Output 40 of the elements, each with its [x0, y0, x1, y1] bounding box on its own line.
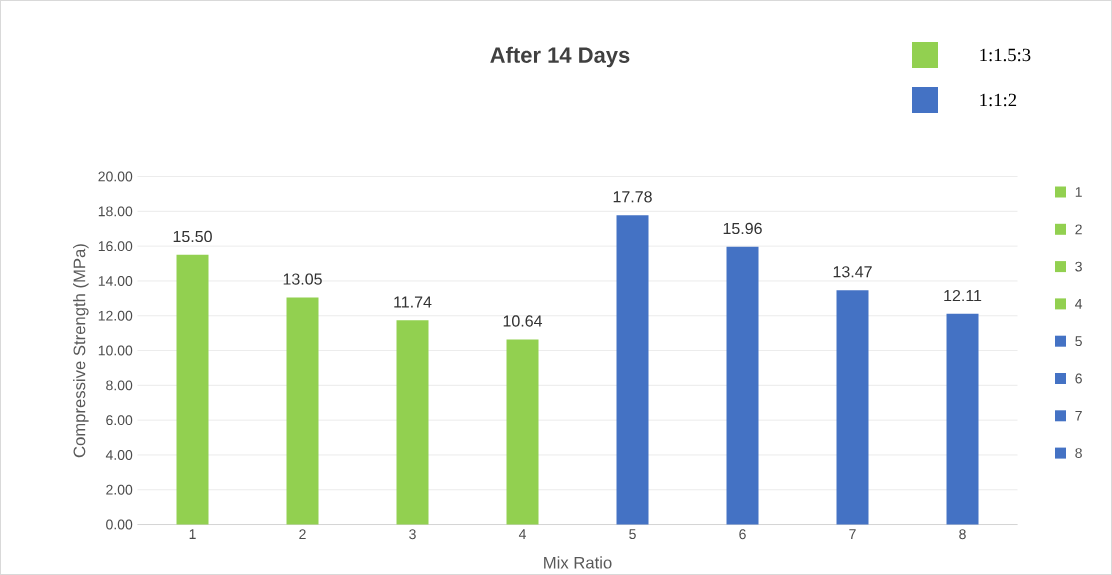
y-tick-label: 20.00	[98, 171, 133, 182]
x-tick-label: 6	[739, 529, 746, 540]
category-label: 5	[1075, 336, 1082, 347]
x-tick-label: 8	[959, 529, 966, 540]
x-tick-label: 1	[189, 529, 196, 539]
y-tick-label: 0.00	[106, 519, 133, 530]
y-tick-label: 10.00	[98, 345, 133, 356]
x-tick-label: 5	[629, 529, 636, 540]
category-label: 6	[1075, 373, 1082, 384]
chart-title: After 14 Days	[490, 46, 630, 68]
y-tick-label: 8.00	[106, 380, 133, 391]
x-tick-label: 3	[409, 529, 416, 540]
data-label: 10.64	[503, 315, 543, 327]
data-label: 15.50	[173, 230, 212, 243]
category-label: 1	[1075, 187, 1082, 197]
data-label: 17.78	[613, 191, 652, 203]
y-axis-title: Compressive Strength (MPa)	[73, 244, 89, 458]
y-tick-label: 2.00	[106, 484, 133, 495]
x-tick-label: 7	[849, 529, 856, 539]
data-label: 12.11	[944, 289, 982, 302]
y-tick-label: 6.00	[106, 415, 133, 426]
category-label: 2	[1075, 224, 1082, 235]
y-tick-label: 18.00	[98, 206, 133, 217]
category-label: 7	[1075, 411, 1082, 421]
category-label: 4	[1075, 299, 1083, 309]
y-tick-label: 12.00	[98, 310, 133, 321]
y-tick-label: 4.00	[105, 449, 133, 460]
category-label: 8	[1075, 448, 1082, 459]
data-label: 13.47	[833, 266, 872, 278]
y-tick-label: 16.00	[98, 241, 133, 252]
legend-label: 1:1:2	[980, 93, 1017, 107]
data-label: 15.96	[723, 222, 762, 235]
data-label: 13.05	[283, 273, 322, 285]
legend-label: 1:1.5:3	[980, 48, 1031, 62]
y-tick-label: 14.00	[98, 275, 133, 286]
x-tick-label: 4	[518, 529, 526, 539]
data-label: 11.74	[394, 296, 432, 308]
x-tick-label: 2	[299, 529, 306, 540]
category-label: 3	[1075, 261, 1082, 272]
x-axis-title: Mix Ratio	[544, 556, 612, 569]
